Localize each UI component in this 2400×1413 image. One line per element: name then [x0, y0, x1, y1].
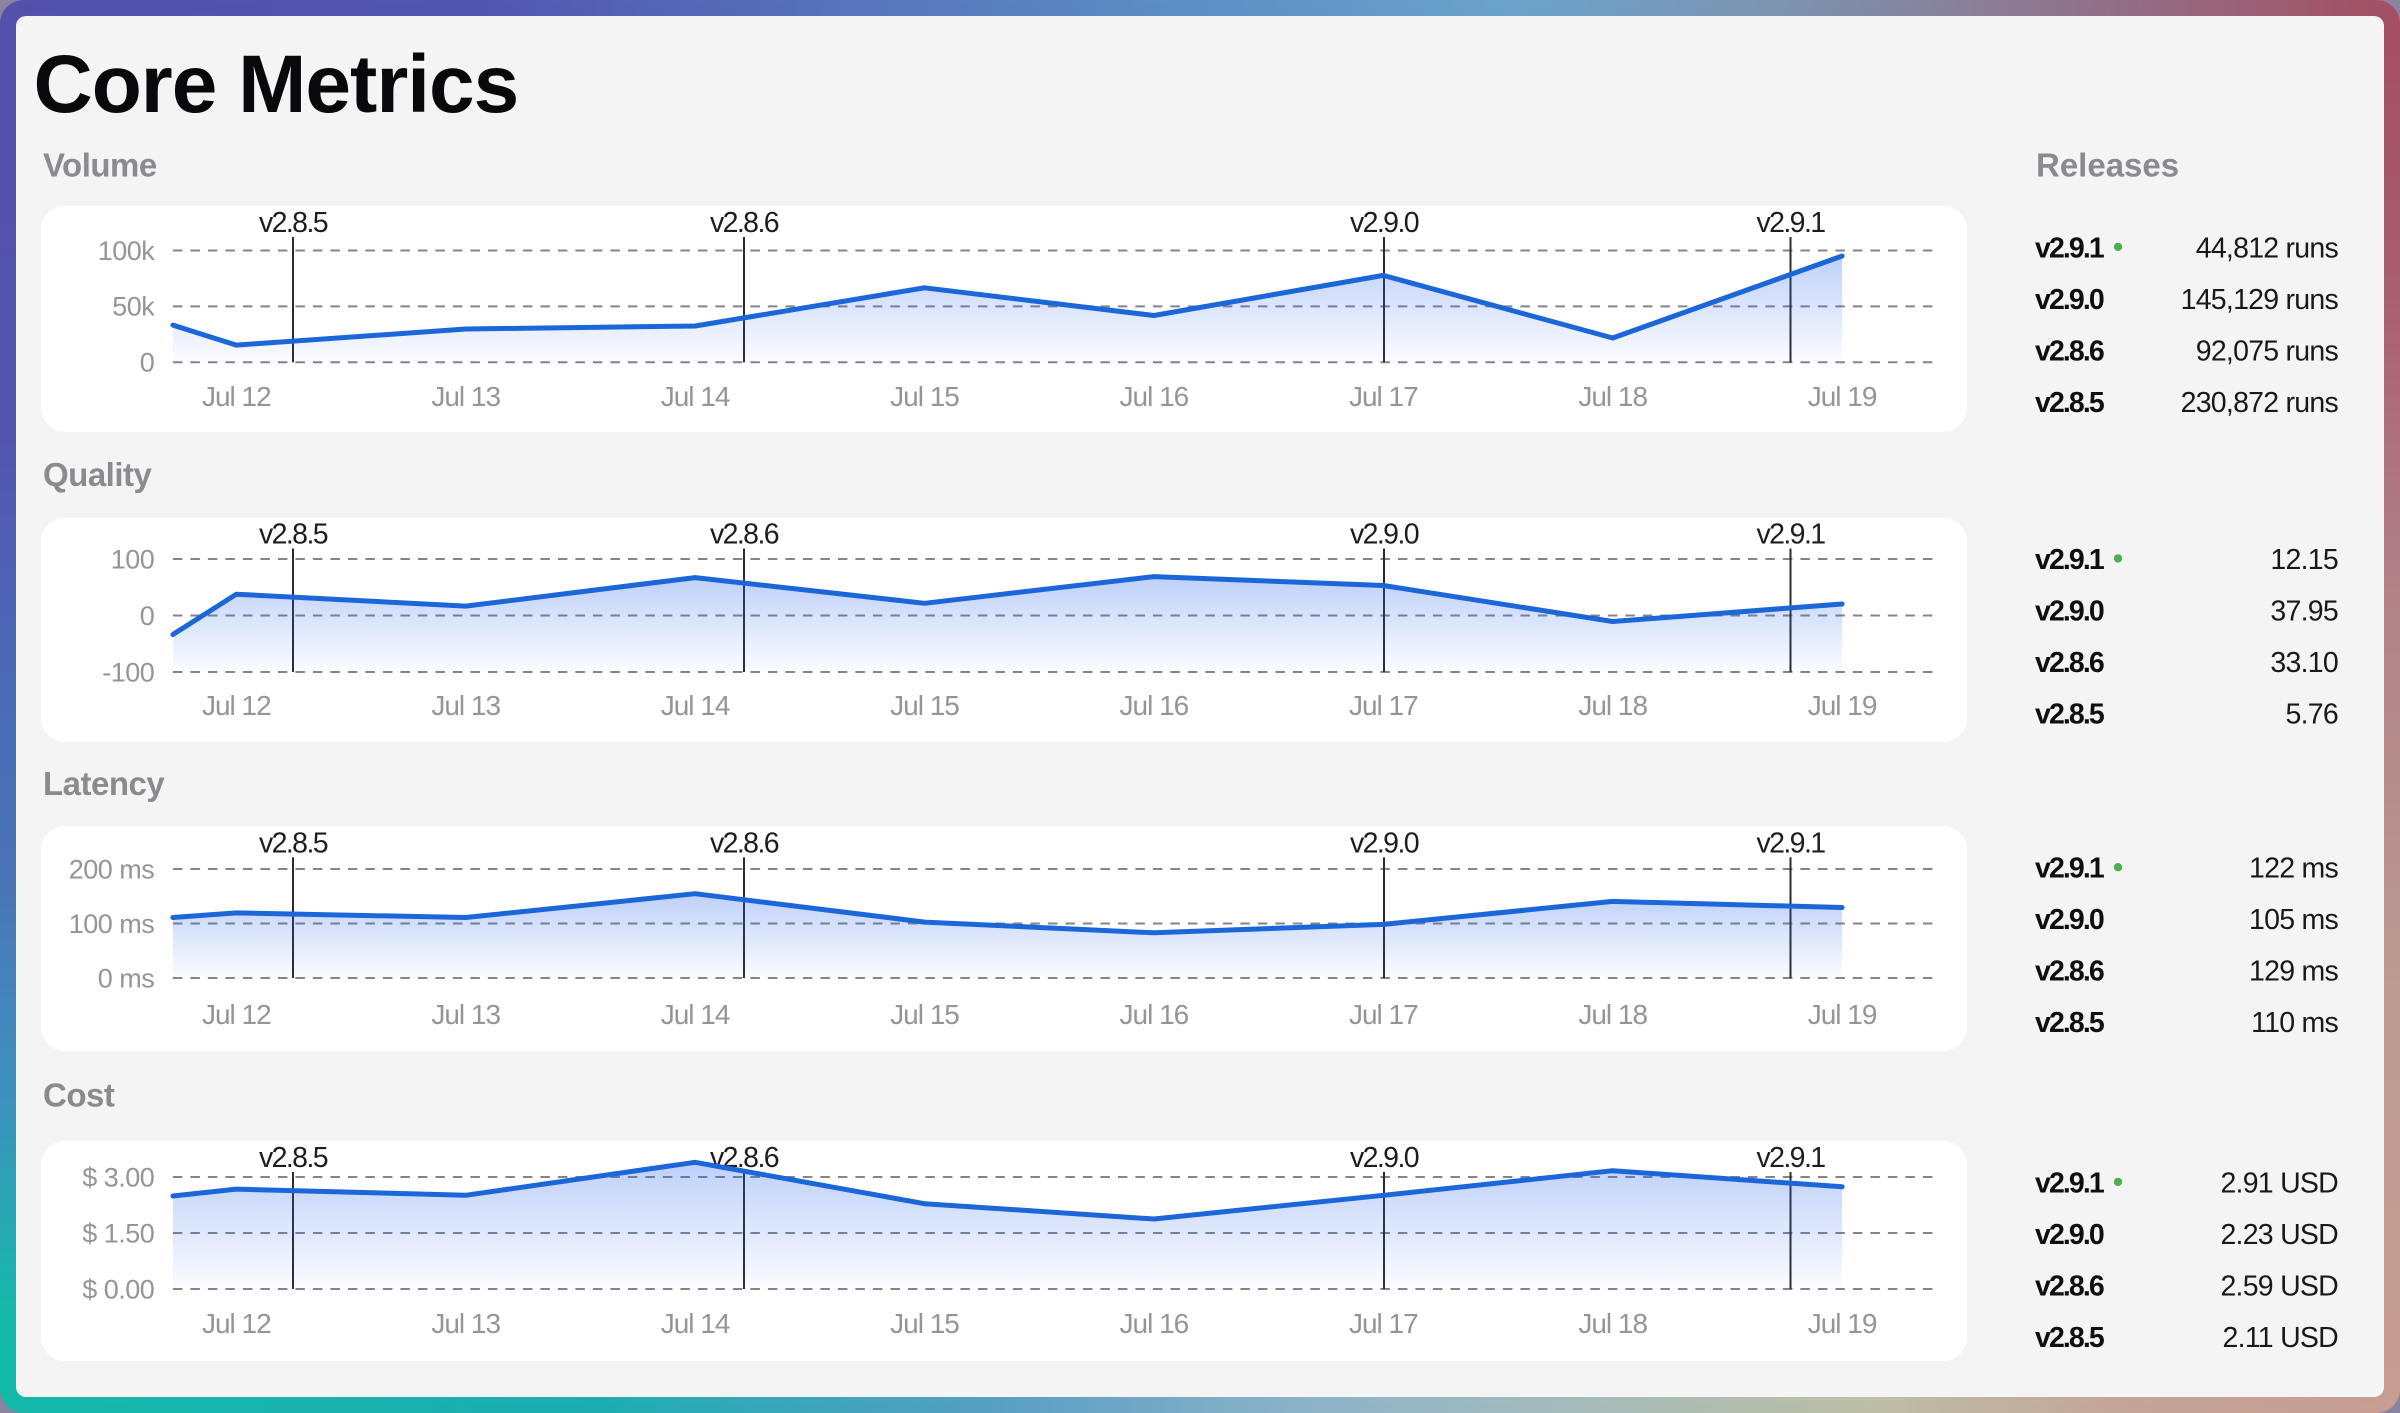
svg-text:v2.9.0: v2.9.0: [2035, 1219, 2104, 1251]
svg-text:Latency: Latency: [43, 765, 165, 802]
svg-text:Jul 18: Jul 18: [1578, 690, 1647, 721]
svg-text:50k: 50k: [112, 292, 155, 322]
svg-text:Jul 19: Jul 19: [1808, 1308, 1877, 1339]
svg-text:v2.8.5: v2.8.5: [259, 1142, 328, 1174]
svg-text:v2.8.5: v2.8.5: [2035, 1322, 2105, 1354]
svg-text:v2.8.6: v2.8.6: [2035, 335, 2104, 367]
svg-text:2.91 USD: 2.91 USD: [2220, 1167, 2338, 1199]
svg-text:100 ms: 100 ms: [69, 909, 155, 939]
svg-text:v2.9.1: v2.9.1: [1756, 827, 1825, 859]
svg-text:v2.9.1: v2.9.1: [1756, 519, 1825, 551]
svg-text:Volume: Volume: [43, 147, 157, 184]
svg-text:129 ms: 129 ms: [2249, 956, 2338, 988]
svg-text:145,129 runs: 145,129 runs: [2181, 284, 2339, 316]
svg-text:v2.9.1: v2.9.1: [1756, 207, 1825, 239]
svg-text:Jul 19: Jul 19: [1808, 999, 1877, 1030]
svg-text:Jul 16: Jul 16: [1120, 999, 1189, 1030]
svg-text:Jul 12: Jul 12: [202, 999, 271, 1030]
svg-text:105 ms: 105 ms: [2249, 904, 2338, 936]
svg-text:v2.9.0: v2.9.0: [2035, 595, 2104, 627]
svg-text:Jul 12: Jul 12: [202, 381, 271, 412]
svg-text:Jul 19: Jul 19: [1808, 690, 1877, 721]
svg-text:$ 1.50: $ 1.50: [82, 1218, 154, 1248]
svg-text:33.10: 33.10: [2270, 647, 2338, 679]
svg-text:v2.9.0: v2.9.0: [1350, 1142, 1419, 1174]
svg-text:Jul 13: Jul 13: [431, 999, 500, 1030]
svg-text:$ 3.00: $ 3.00: [82, 1162, 154, 1192]
svg-text:100k: 100k: [98, 236, 156, 266]
svg-text:Jul 12: Jul 12: [202, 690, 271, 721]
svg-text:v2.9.0: v2.9.0: [1350, 827, 1419, 859]
svg-text:Jul 14: Jul 14: [661, 1308, 730, 1339]
svg-text:v2.9.0: v2.9.0: [2035, 904, 2104, 936]
svg-text:v2.9.1: v2.9.1: [2035, 232, 2105, 264]
svg-text:v2.8.5: v2.8.5: [2035, 698, 2105, 730]
svg-text:v2.9.0: v2.9.0: [2035, 284, 2104, 316]
svg-text:Jul 16: Jul 16: [1120, 381, 1189, 412]
svg-text:Releases: Releases: [2036, 147, 2179, 184]
svg-text:Quality: Quality: [43, 456, 153, 493]
svg-text:Jul 14: Jul 14: [661, 999, 730, 1030]
svg-text:v2.8.5: v2.8.5: [259, 207, 328, 239]
svg-text:Jul 17: Jul 17: [1349, 1308, 1418, 1339]
svg-text:$ 0.00: $ 0.00: [82, 1274, 154, 1304]
svg-text:v2.9.1: v2.9.1: [2035, 544, 2105, 576]
svg-text:230,872 runs: 230,872 runs: [2181, 387, 2339, 419]
svg-text:Jul 17: Jul 17: [1349, 999, 1418, 1030]
svg-text:0: 0: [140, 601, 155, 631]
svg-text:Jul 16: Jul 16: [1120, 1308, 1189, 1339]
svg-text:Jul 17: Jul 17: [1349, 381, 1418, 412]
svg-text:Jul 15: Jul 15: [890, 999, 959, 1030]
svg-text:110 ms: 110 ms: [2251, 1007, 2338, 1039]
svg-text:Jul 15: Jul 15: [890, 690, 959, 721]
svg-text:v2.8.6: v2.8.6: [2035, 1270, 2104, 1302]
svg-text:Jul 13: Jul 13: [431, 381, 500, 412]
svg-text:Jul 18: Jul 18: [1578, 381, 1647, 412]
svg-text:Jul 15: Jul 15: [890, 1308, 959, 1339]
svg-text:v2.8.5: v2.8.5: [2035, 387, 2105, 419]
svg-text:Cost: Cost: [43, 1077, 115, 1114]
svg-text:Jul 18: Jul 18: [1578, 999, 1647, 1030]
svg-text:100: 100: [111, 544, 155, 574]
svg-text:44,812 runs: 44,812 runs: [2196, 232, 2339, 264]
svg-text:Jul 17: Jul 17: [1349, 690, 1418, 721]
svg-text:Core Metrics: Core Metrics: [34, 39, 519, 130]
svg-text:37.95: 37.95: [2270, 595, 2338, 627]
svg-text:Jul 16: Jul 16: [1120, 690, 1189, 721]
svg-text:v2.9.1: v2.9.1: [2035, 853, 2105, 885]
svg-text:Jul 15: Jul 15: [890, 381, 959, 412]
svg-text:Jul 12: Jul 12: [202, 1308, 271, 1339]
svg-text:Jul 13: Jul 13: [431, 1308, 500, 1339]
svg-text:v2.9.1: v2.9.1: [1756, 1142, 1825, 1174]
svg-text:v2.8.5: v2.8.5: [2035, 1007, 2105, 1039]
svg-text:200 ms: 200 ms: [69, 854, 155, 884]
svg-text:v2.8.6: v2.8.6: [710, 827, 779, 859]
svg-text:Jul 19: Jul 19: [1808, 381, 1877, 412]
svg-text:v2.8.6: v2.8.6: [710, 207, 779, 239]
svg-text:0: 0: [140, 348, 155, 378]
svg-text:2.59 USD: 2.59 USD: [2220, 1270, 2338, 1302]
svg-text:5.76: 5.76: [2286, 698, 2338, 730]
svg-text:Jul 14: Jul 14: [661, 690, 730, 721]
svg-text:v2.8.6: v2.8.6: [2035, 956, 2104, 988]
svg-text:Jul 14: Jul 14: [661, 381, 730, 412]
svg-text:12.15: 12.15: [2270, 544, 2338, 576]
svg-text:v2.9.0: v2.9.0: [1350, 519, 1419, 551]
svg-text:Jul 18: Jul 18: [1578, 1308, 1647, 1339]
svg-text:v2.8.6: v2.8.6: [710, 519, 779, 551]
svg-text:v2.8.5: v2.8.5: [259, 519, 328, 551]
svg-text:0 ms: 0 ms: [98, 963, 155, 993]
svg-text:2.11 USD: 2.11 USD: [2223, 1322, 2339, 1354]
svg-text:-100: -100: [102, 657, 154, 687]
svg-text:v2.8.5: v2.8.5: [259, 827, 328, 859]
svg-text:2.23 USD: 2.23 USD: [2220, 1219, 2338, 1251]
svg-text:v2.8.6: v2.8.6: [2035, 647, 2104, 679]
svg-text:92,075 runs: 92,075 runs: [2196, 335, 2339, 367]
svg-text:v2.9.1: v2.9.1: [2035, 1167, 2105, 1199]
svg-text:Jul 13: Jul 13: [431, 690, 500, 721]
svg-text:122 ms: 122 ms: [2249, 853, 2338, 885]
svg-text:v2.9.0: v2.9.0: [1350, 207, 1419, 239]
